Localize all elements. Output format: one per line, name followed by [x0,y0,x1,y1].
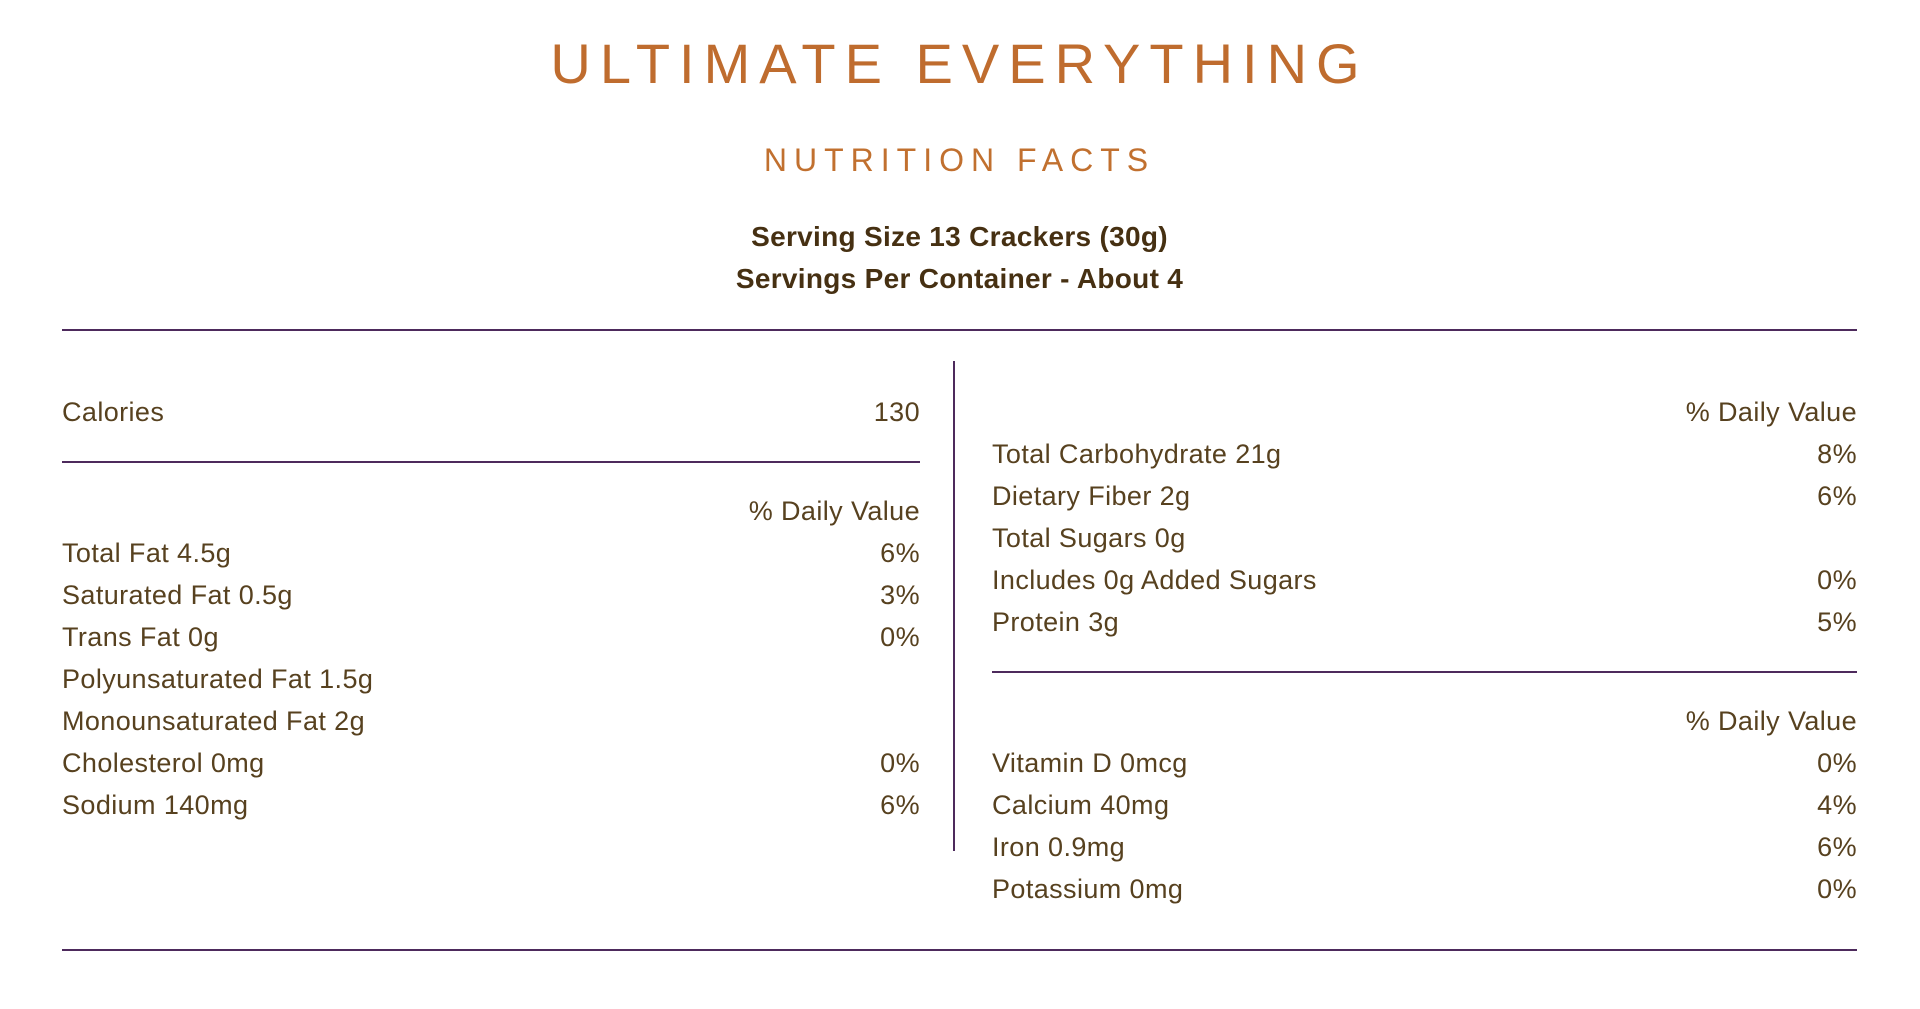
nutrient-row-calcium: Calcium 40mg 4% [992,784,1857,826]
daily-value-header-right-bottom: % Daily Value [1685,706,1857,737]
nutrient-label: Vitamin D 0mcg [992,748,1188,779]
nutrient-label: Sodium 140mg [62,790,249,821]
nutrient-label: Monounsaturated Fat 2g [62,706,365,737]
nutrient-row-total-carbohydrate: Total Carbohydrate 21g 8% [992,433,1857,475]
nutrient-value: 0% [880,748,920,779]
nutrient-row-dietary-fiber: Dietary Fiber 2g 6% [992,475,1857,517]
top-divider [62,329,1857,332]
nutrient-row-cholesterol: Cholesterol 0mg 0% [62,742,920,784]
servings-per-container-text: Servings Per Container - About 4 [735,263,1184,295]
product-title: ULTIMATE EVERYTHING [550,32,1369,95]
nutrient-label: Trans Fat 0g [62,622,219,653]
bottom-divider [62,949,1857,952]
nutrient-row-protein: Protein 3g 5% [992,601,1857,643]
nutrient-value: 3% [880,580,920,611]
calories-label: Calories [62,397,165,428]
nutrient-value: 6% [1817,481,1857,512]
nutrient-row-total-sugars: Total Sugars 0g [992,517,1857,559]
nutrient-row-total-fat: Total Fat 4.5g 6% [62,532,920,574]
nutrient-label: Potassium 0mg [992,874,1184,905]
nutrient-label: Cholesterol 0mg [62,748,265,779]
protein-divider [992,671,1857,674]
nutrition-facts-heading: NUTRITION FACTS [763,142,1156,179]
nutrient-label: Calcium 40mg [992,790,1170,821]
nutrient-value: 6% [880,790,920,821]
nutrient-value: 6% [880,538,920,569]
left-column: Calories 130 % Daily Value Total Fat 4.5… [62,331,920,826]
nutrient-row-saturated-fat: Saturated Fat 0.5g 3% [62,574,920,616]
nutrient-row-trans-fat: Trans Fat 0g 0% [62,616,920,658]
nutrient-label: Saturated Fat 0.5g [62,580,293,611]
nutrient-label: Protein 3g [992,607,1120,638]
nutrient-label: Includes 0g Added Sugars [992,565,1317,596]
nutrient-row-added-sugars: Includes 0g Added Sugars 0% [992,559,1857,601]
daily-value-header-left: % Daily Value [748,496,920,527]
nutrient-row-polyunsaturated-fat: Polyunsaturated Fat 1.5g [62,658,920,700]
daily-value-header-right-top: % Daily Value [1685,397,1857,428]
right-column: % Daily Value Total Carbohydrate 21g 8% … [992,331,1857,910]
calories-divider [62,461,920,464]
nutrient-value: 0% [880,622,920,653]
nutrient-row-potassium: Potassium 0mg 0% [992,868,1857,910]
nutrient-value: 8% [1817,439,1857,470]
nutrient-row-iron: Iron 0.9mg 6% [992,826,1857,868]
facts-columns: Calories 130 % Daily Value Total Fat 4.5… [62,331,1857,909]
nutrient-label: Total Carbohydrate 21g [992,439,1282,470]
nutrient-label: Polyunsaturated Fat 1.5g [62,664,374,695]
nutrient-label: Total Fat 4.5g [62,538,232,569]
nutrient-row-sodium: Sodium 140mg 6% [62,784,920,826]
nutrient-row-vitamin-d: Vitamin D 0mcg 0% [992,742,1857,784]
column-divider [953,361,955,852]
nutrient-label: Dietary Fiber 2g [992,481,1191,512]
nutrient-value: 0% [1817,748,1857,779]
serving-size-text: Serving Size 13 Crackers (30g) [751,221,1168,253]
nutrient-value: 4% [1817,790,1857,821]
nutrition-page: ULTIMATE EVERYTHING NUTRITION FACTS Serv… [0,30,1920,952]
nutrient-value: 0% [1817,874,1857,905]
nutrient-value: 5% [1817,607,1857,638]
nutrient-label: Iron 0.9mg [992,832,1126,863]
nutrient-label: Total Sugars 0g [992,523,1186,554]
nutrient-value: 0% [1817,565,1857,596]
calories-value: 130 [873,397,920,428]
nutrient-value: 6% [1817,832,1857,863]
calories-row: Calories 130 [62,391,920,433]
nutrient-row-monounsaturated-fat: Monounsaturated Fat 2g [62,700,920,742]
